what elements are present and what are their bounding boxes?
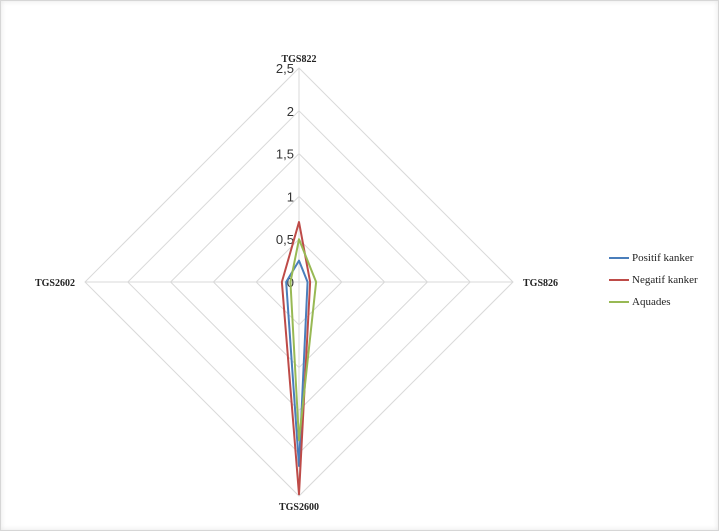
axis-title-tgs2600: TGS2600 [279, 502, 319, 513]
legend: Positif kanker Negatif kanker Aquades [609, 247, 698, 313]
series-line-1 [280, 221, 312, 496]
tick-label: 2,5 [276, 61, 294, 76]
axis-title-tgs822: TGS822 [281, 54, 316, 65]
series-line-2 [289, 238, 318, 442]
tick-label: 2 [287, 104, 294, 119]
axis-title-tgs826: TGS826 [523, 278, 558, 289]
legend-item-positif: Positif kanker [609, 247, 698, 269]
legend-item-aquades: Aquades [609, 291, 698, 313]
axis-title-tgs2602: TGS2602 [35, 278, 75, 289]
legend-swatch-positif [609, 257, 629, 259]
legend-label-positif: Positif kanker [632, 252, 694, 264]
legend-swatch-aquades [609, 301, 629, 303]
tick-label: 0,5 [276, 232, 294, 247]
axis-titles: TGS822 TGS826 TGS2600 TGS2602 [35, 54, 558, 513]
tick-label: 1 [287, 189, 294, 204]
series-lines [280, 221, 318, 496]
legend-label-aquades: Aquades [632, 296, 671, 308]
series-line-0 [285, 259, 309, 468]
tick-label: 1,5 [276, 147, 294, 162]
legend-item-negatif: Negatif kanker [609, 269, 698, 291]
legend-label-negatif: Negatif kanker [632, 274, 698, 286]
radial-tick-labels: 00,511,522,5 [276, 61, 294, 290]
legend-swatch-negatif [609, 279, 629, 281]
radar-grid [84, 67, 514, 497]
